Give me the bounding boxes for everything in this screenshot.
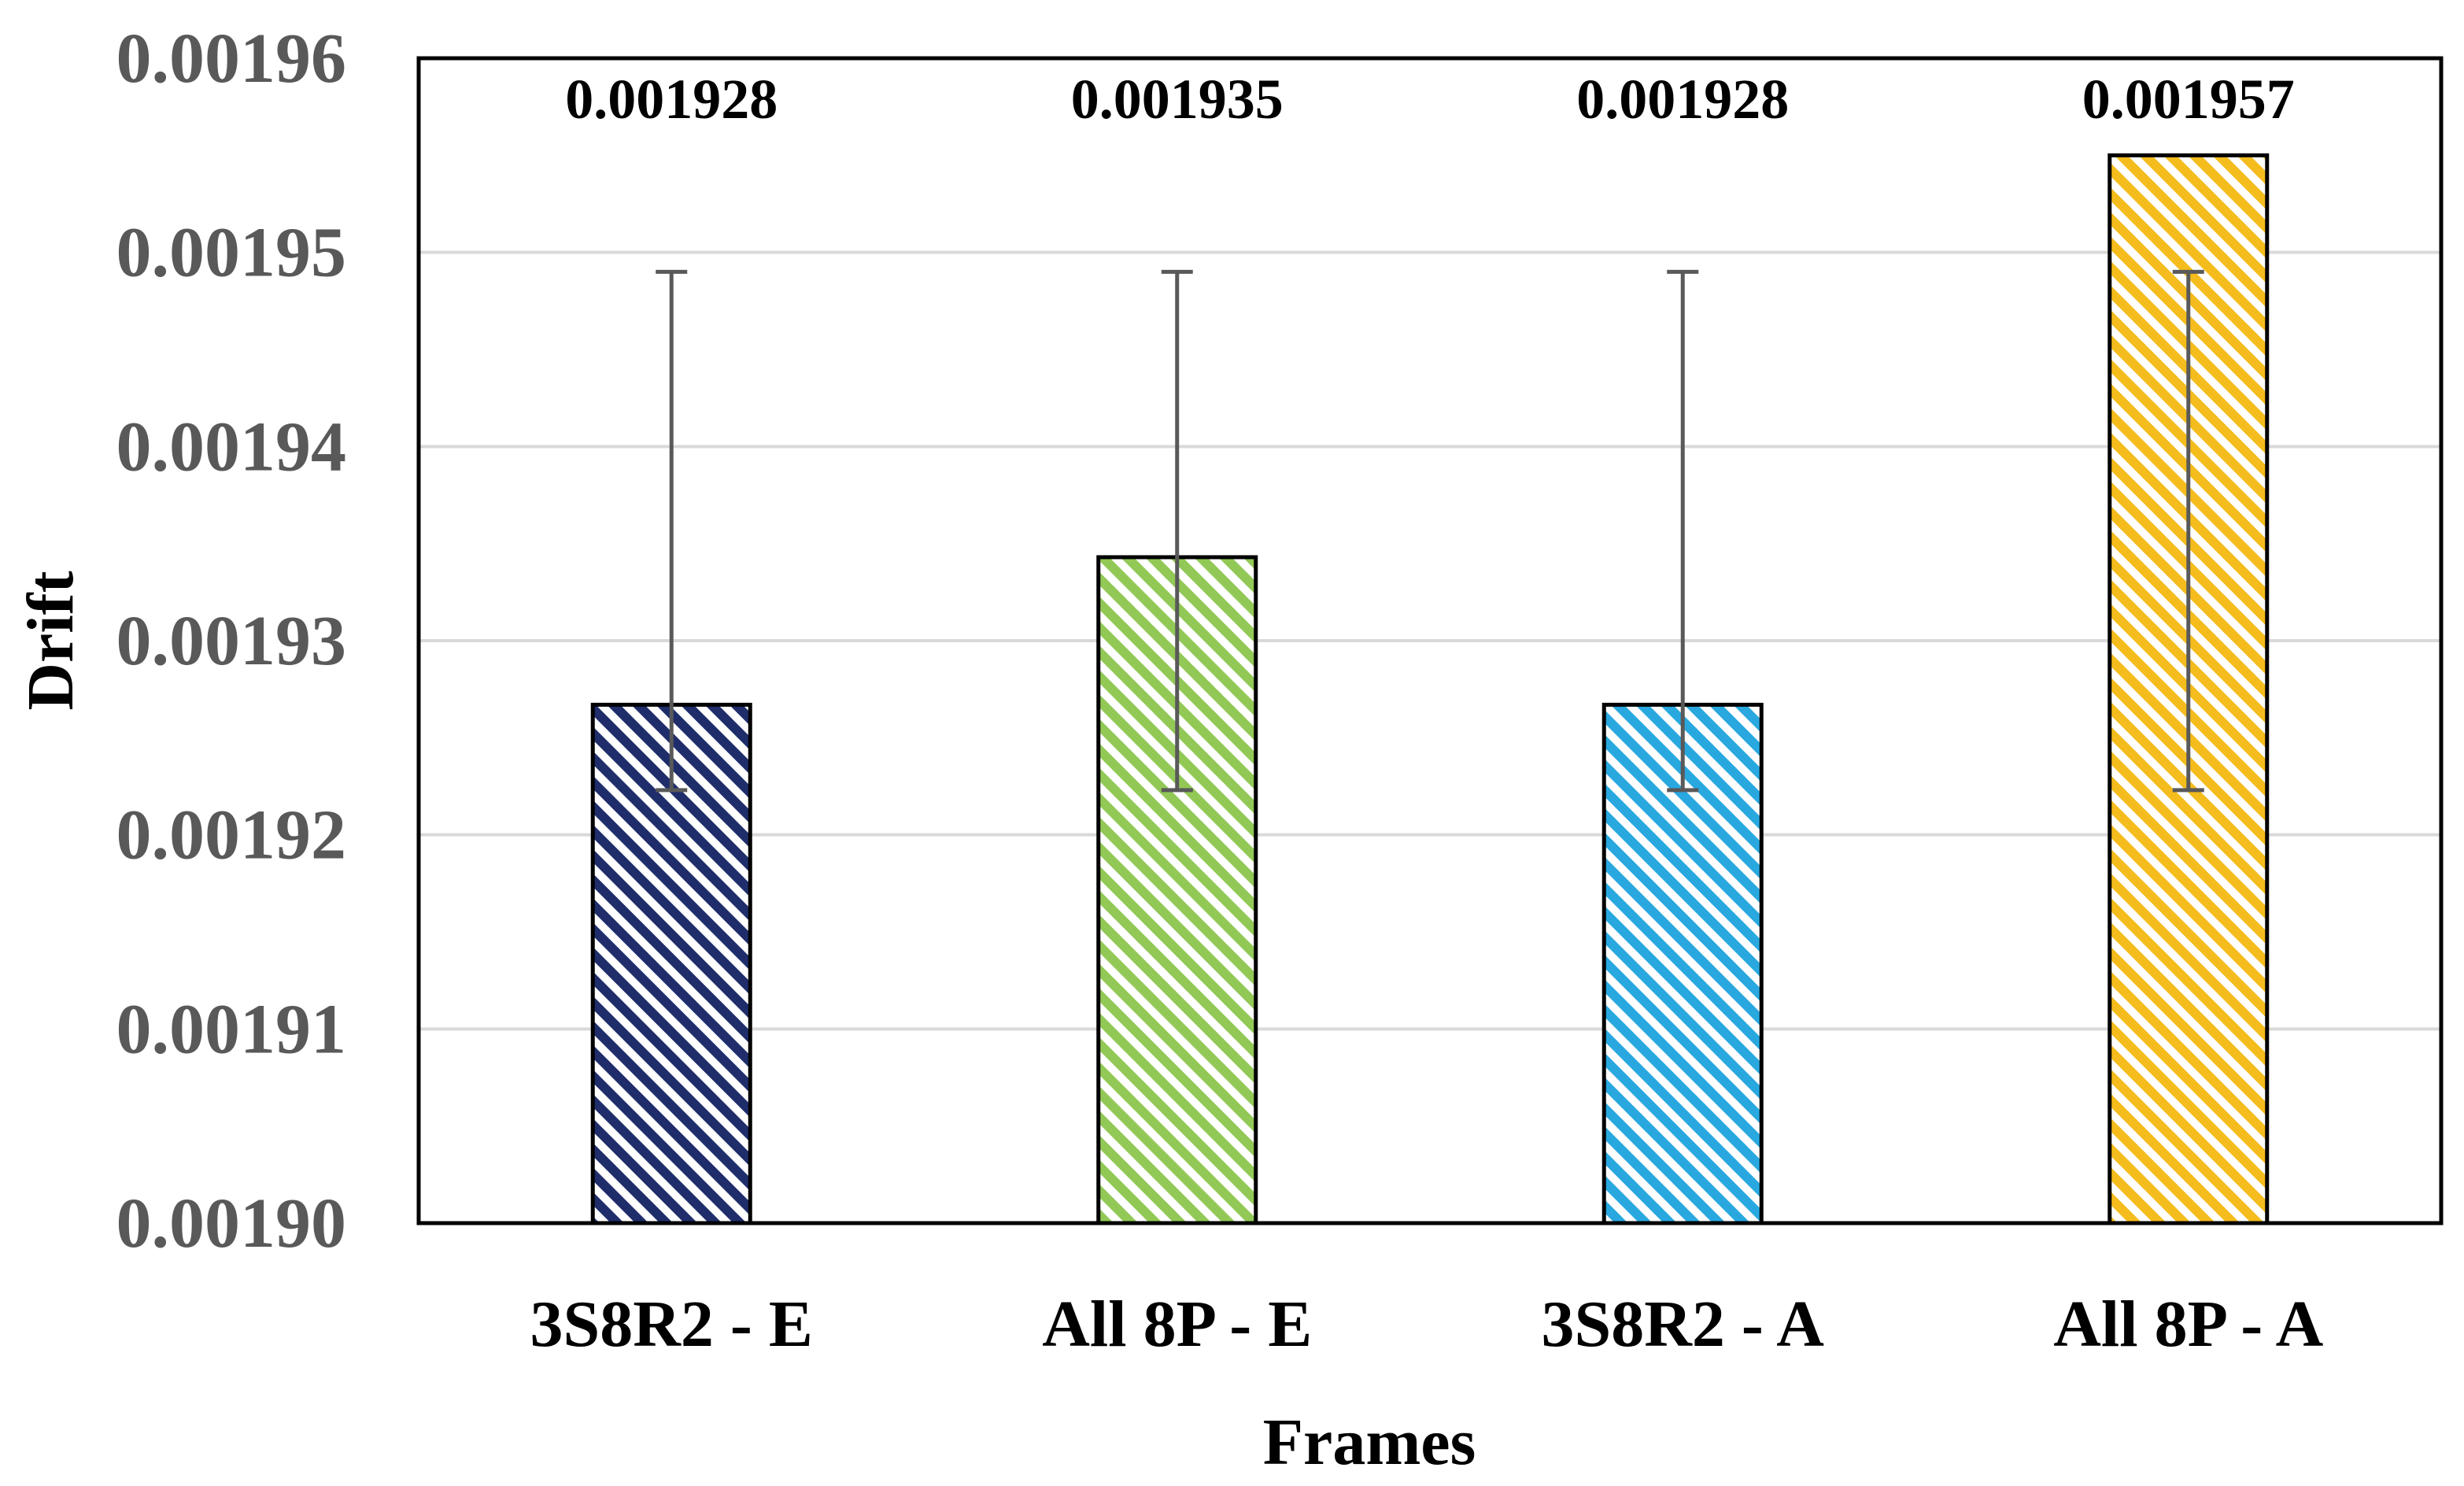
x-axis-categories: 3S8R2 - E All 8P - E 3S8R2 - A All 8P - A	[530, 1288, 2324, 1361]
data-labels: 0.001928 0.001935 0.001928 0.001957	[565, 68, 2295, 131]
y-tick-label: 0.00193	[116, 602, 347, 680]
data-label: 0.001928	[1576, 68, 1789, 131]
x-category-label: All 8P - A	[2053, 1288, 2323, 1361]
x-axis-title: Frames	[1263, 1406, 1476, 1479]
error-bar	[2172, 269, 2204, 793]
y-tick-label: 0.00192	[116, 797, 347, 874]
bars	[590, 153, 2270, 1225]
y-tick-label: 0.00195	[116, 214, 347, 292]
y-tick-label: 0.00191	[116, 990, 347, 1068]
x-category-label: 3S8R2 - E	[530, 1288, 813, 1361]
error-bar	[656, 269, 688, 793]
x-category-label: All 8P - E	[1042, 1288, 1312, 1361]
error-bar	[1667, 269, 1699, 793]
y-axis-title: Drift	[14, 571, 87, 710]
plot-area-border	[416, 56, 2444, 1225]
error-bars	[656, 269, 2204, 793]
y-tick-label: 0.00196	[116, 20, 347, 98]
data-label: 0.001957	[2082, 68, 2295, 131]
y-axis-ticks: 0.00190 0.00191 0.00192 0.00193 0.00194 0.001…	[116, 20, 347, 1262]
data-label: 0.001928	[565, 68, 778, 131]
error-bar	[1161, 269, 1193, 793]
gridlines	[419, 250, 2441, 1031]
data-label: 0.001935	[1071, 68, 1284, 131]
y-tick-label: 0.00190	[116, 1185, 347, 1262]
y-tick-label: 0.00194	[116, 408, 347, 486]
x-category-label: 3S8R2 - A	[1542, 1288, 1825, 1361]
